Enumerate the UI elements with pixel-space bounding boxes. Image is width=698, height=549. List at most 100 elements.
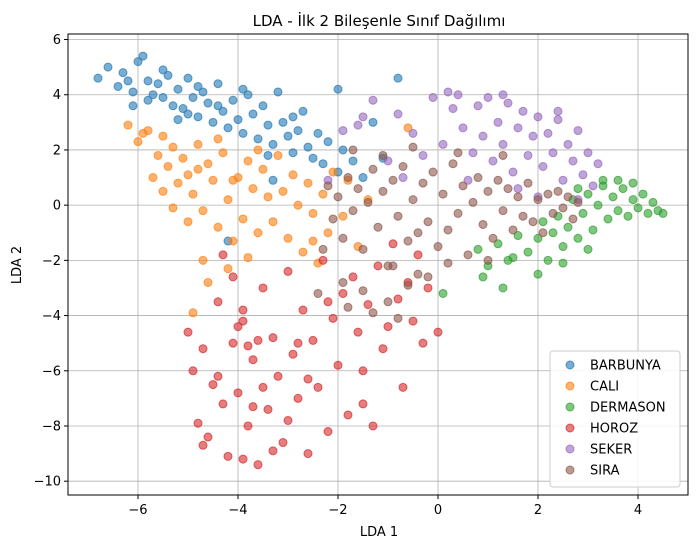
point-seker (513, 184, 523, 194)
point-cali (138, 128, 148, 138)
point-cali (278, 186, 288, 196)
point-dermason (583, 189, 593, 199)
point-horoz (378, 344, 388, 354)
point-horoz (363, 300, 373, 310)
point-barbunya (203, 98, 213, 108)
point-horoz (413, 250, 423, 260)
point-cali (153, 150, 163, 160)
point-horoz (418, 338, 428, 348)
point-horoz (203, 432, 213, 442)
point-horoz (268, 333, 278, 343)
legend-marker (565, 465, 575, 475)
point-sira (353, 184, 363, 194)
legend-label: SIRA (590, 464, 620, 479)
point-dermason (473, 244, 483, 254)
point-barbunya (333, 84, 343, 94)
point-barbunya (223, 123, 233, 133)
point-cali (228, 175, 238, 185)
point-cali (183, 170, 193, 180)
legend-marker (565, 381, 575, 391)
legend-marker (565, 444, 575, 454)
point-horoz (238, 305, 248, 315)
point-dermason (498, 283, 508, 293)
point-sira (403, 280, 413, 290)
point-seker (583, 148, 593, 158)
point-barbunya (158, 65, 168, 75)
point-sira (558, 203, 568, 213)
point-cali (208, 175, 218, 185)
point-dermason (648, 197, 658, 207)
x-ticks: −6 −4 −2 0 2 4 (128, 495, 642, 518)
point-sira (553, 186, 563, 196)
point-horoz (238, 316, 248, 326)
point-barbunya (268, 175, 278, 185)
point-horoz (323, 297, 333, 307)
point-cali (308, 208, 318, 218)
point-seker (383, 156, 393, 166)
point-barbunya (143, 76, 153, 86)
point-sira (418, 178, 428, 188)
point-cali (163, 162, 173, 172)
point-horoz (243, 421, 253, 431)
point-sira (513, 192, 523, 202)
point-cali (188, 308, 198, 318)
point-barbunya (253, 134, 263, 144)
point-seker (438, 139, 448, 149)
point-cali (303, 178, 313, 188)
point-horoz (268, 446, 278, 456)
point-cali (218, 148, 228, 158)
point-barbunya (213, 101, 223, 111)
point-sira (538, 228, 548, 238)
point-horoz (238, 454, 248, 464)
point-horoz (198, 344, 208, 354)
point-horoz (358, 366, 368, 376)
point-sira (483, 255, 493, 265)
point-horoz (208, 380, 218, 390)
point-horoz (283, 415, 293, 425)
point-cali (168, 142, 178, 152)
point-horoz (333, 360, 343, 370)
point-cali (288, 170, 298, 180)
point-seker (533, 112, 543, 122)
point-barbunya (123, 76, 133, 86)
point-sira (413, 228, 423, 238)
point-barbunya (218, 106, 228, 116)
point-barbunya (303, 142, 313, 152)
point-sira (533, 195, 543, 205)
point-barbunya (288, 112, 298, 122)
point-cali (263, 192, 273, 202)
point-barbunya (158, 92, 168, 102)
point-cali (193, 139, 203, 149)
point-sira (493, 175, 503, 185)
point-dermason (558, 242, 568, 252)
point-seker (498, 90, 508, 100)
point-seker (578, 170, 588, 180)
point-sira (408, 195, 418, 205)
point-seker (338, 126, 348, 136)
point-sira (378, 186, 388, 196)
point-cali (298, 247, 308, 257)
point-sira (393, 211, 403, 221)
point-horoz (188, 366, 198, 376)
point-sira (568, 214, 578, 224)
point-barbunya (323, 137, 333, 147)
y-axis-label: LDA 2 (10, 246, 25, 284)
point-sira (453, 208, 463, 218)
point-cali (173, 178, 183, 188)
point-cali (203, 159, 213, 169)
point-sira (508, 225, 518, 235)
y-ticks: −10 −8 −6 −4 −2 0 2 4 6 (34, 33, 68, 490)
point-seker (448, 104, 458, 114)
point-horoz (338, 288, 348, 298)
point-barbunya (233, 115, 243, 125)
point-barbunya (263, 150, 273, 160)
legend-label: SEKER (590, 443, 632, 458)
point-dermason (533, 233, 543, 243)
point-horoz (183, 327, 193, 337)
point-sira (348, 145, 358, 155)
point-dermason (628, 178, 638, 188)
point-cali (123, 120, 133, 130)
point-cali (253, 228, 263, 238)
point-barbunya (243, 90, 253, 100)
point-sira (398, 162, 408, 172)
